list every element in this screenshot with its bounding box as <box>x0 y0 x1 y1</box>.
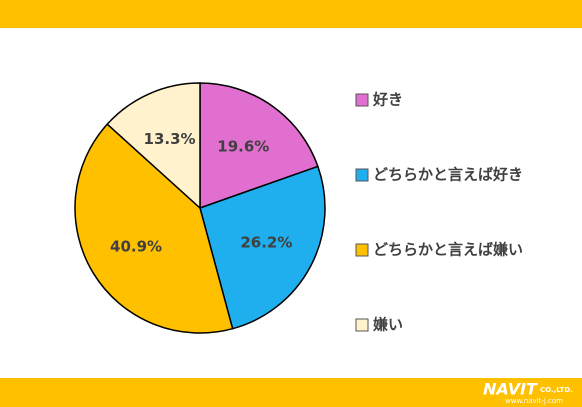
footer-band <box>0 378 582 407</box>
legend-label: どちらかと言えば嫌い <box>373 241 523 259</box>
logo-company: CO.,LTD. <box>540 386 573 394</box>
value-label: 40.9% <box>110 238 162 256</box>
legend-label: 嫌い <box>372 316 403 334</box>
logo-url: www.navit-j.com <box>505 397 563 405</box>
legend-swatch <box>355 243 369 257</box>
value-label: 26.2% <box>240 233 292 251</box>
pie-slice <box>74 123 234 334</box>
legend-swatch <box>355 168 369 182</box>
pie-slice <box>106 82 201 210</box>
value-label: 19.6% <box>217 137 269 155</box>
legend-label: 好き <box>372 91 403 109</box>
legend-label: どちらかと言えば好き <box>373 166 523 184</box>
logo-name: NAVIT <box>483 380 538 399</box>
pie-slice <box>199 165 326 330</box>
legend-swatch <box>355 318 369 332</box>
legend-swatch <box>355 93 369 107</box>
header-band <box>0 0 582 28</box>
value-label: 13.3% <box>144 130 196 148</box>
